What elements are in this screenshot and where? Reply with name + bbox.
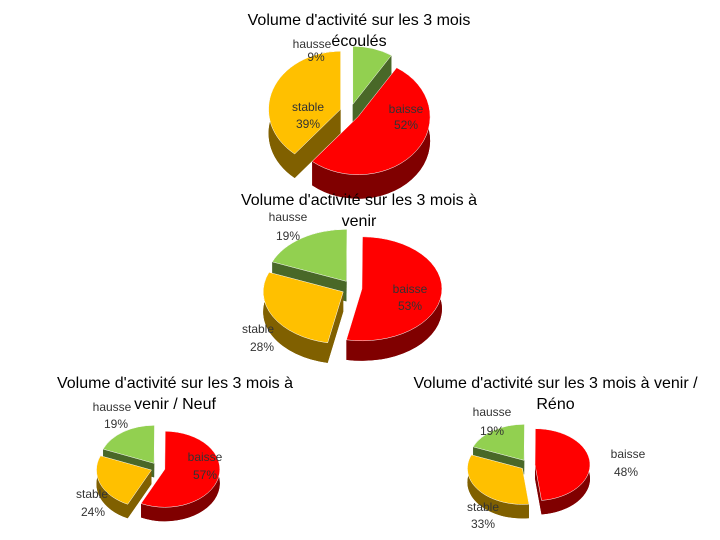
pie-slice [352, 46, 392, 106]
slice-label: stable [242, 322, 274, 336]
pie-slice [346, 236, 443, 342]
slice-label: hausse [293, 37, 332, 51]
slice-value-label: 48% [614, 465, 638, 479]
slice-value-label: 53% [398, 299, 422, 313]
slice-label: stable [467, 500, 499, 514]
slice-side-band [467, 454, 529, 519]
pie-slice [262, 272, 344, 344]
slice-side-band [312, 67, 431, 199]
slice-side-wall [534, 464, 542, 515]
slice-value-label: 33% [471, 517, 495, 531]
slice-label: baisse [188, 450, 223, 464]
slice-value-label: 9% [307, 50, 325, 64]
slice-value-label: 19% [104, 417, 128, 431]
pie-slice [311, 67, 431, 175]
slice-value-label: 19% [276, 229, 300, 243]
slice-side-wall [294, 109, 341, 178]
slice-label: hausse [93, 400, 132, 414]
slice-value-label: 24% [81, 505, 105, 519]
pie-slice [102, 425, 155, 464]
slice-side-band [263, 272, 328, 363]
slice-label: hausse [473, 405, 512, 419]
slice-value-label: 39% [296, 117, 320, 131]
slice-value-label: 57% [193, 468, 217, 482]
pie-slice [271, 229, 348, 282]
chart-title: Volume d'activité sur les 3 mois à venir [240, 192, 478, 230]
pie-slice [534, 428, 591, 501]
chart-title: Volume d'activité sur les 3 mois écoulés [247, 12, 471, 50]
pie-slice [472, 424, 525, 461]
pie-slice [96, 455, 152, 505]
slice-value-label: 28% [250, 340, 274, 354]
chart-title: Volume d'activité sur les 3 mois à venir… [56, 375, 294, 413]
slice-value-label: 19% [480, 424, 504, 438]
slice-value-label: 52% [394, 118, 418, 132]
pie-slice [268, 51, 341, 155]
slice-label: baisse [389, 102, 424, 116]
slice-label: stable [292, 100, 324, 114]
slice-label: stable [76, 487, 108, 501]
slice-label: baisse [611, 447, 646, 461]
pie-slice [467, 454, 530, 505]
slice-label: baisse [393, 282, 428, 296]
slice-side-band [96, 455, 128, 519]
slice-label: hausse [269, 210, 308, 224]
chart-title: Volume d'activité sur les 3 mois à venir… [413, 375, 698, 413]
pie-slice [140, 431, 221, 508]
